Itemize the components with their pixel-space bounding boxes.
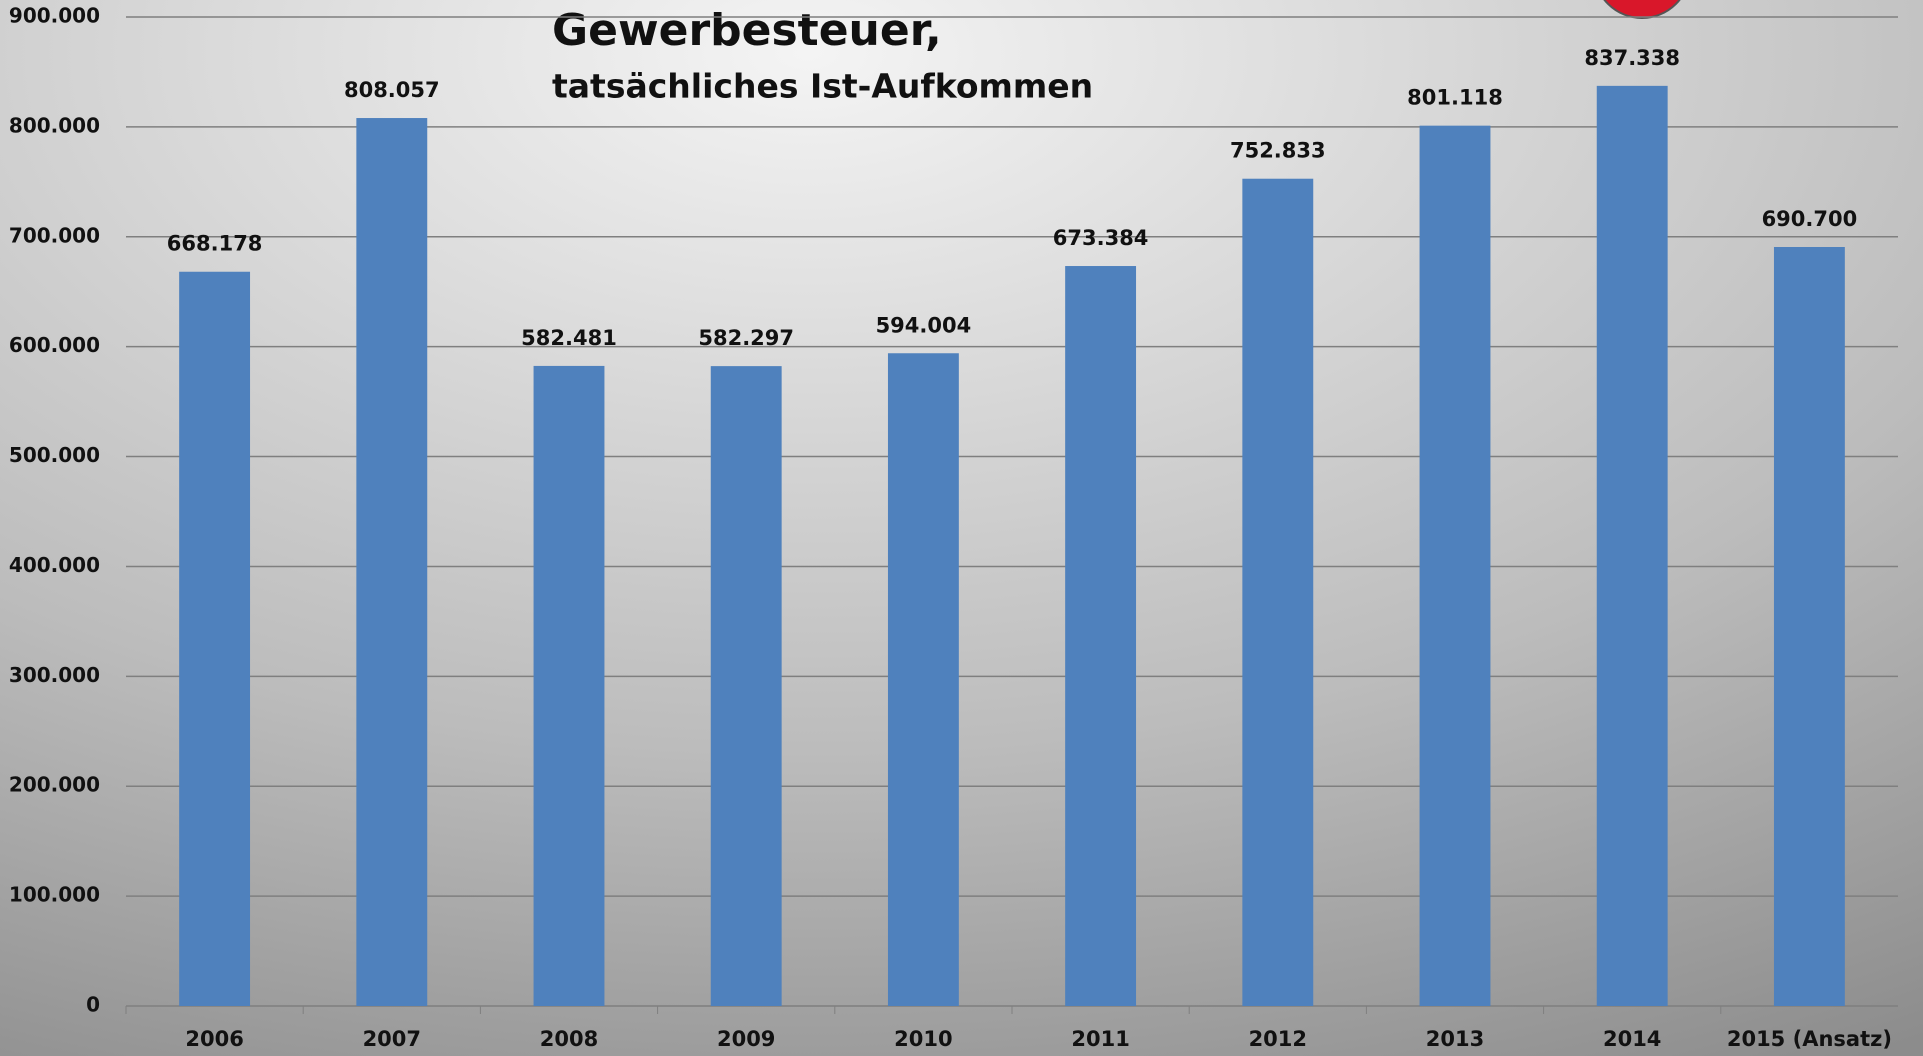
bar (356, 118, 428, 1006)
bar (533, 365, 605, 1006)
x-tick-label: 2009 (717, 1027, 775, 1051)
x-tick-label: 2006 (185, 1027, 243, 1051)
value-label: 752.833 (1230, 139, 1326, 163)
bar (1773, 246, 1845, 1007)
x-tick-label: 2015 (Ansatz) (1727, 1027, 1892, 1051)
value-label: 690.700 (1762, 207, 1858, 231)
y-tick-label: 500.000 (9, 443, 100, 467)
value-label: 668.178 (167, 232, 263, 256)
bar (1065, 266, 1137, 1006)
x-tick-label: 2007 (363, 1027, 421, 1051)
x-tick-label: 2008 (540, 1027, 598, 1051)
y-tick-label: 800.000 (9, 113, 100, 137)
chart-subtitle: tatsächliches Ist-Aufkommen (552, 67, 1093, 106)
y-tick-label: 0 (86, 993, 100, 1017)
bar (179, 271, 251, 1007)
x-tick-label: 2010 (894, 1027, 952, 1051)
y-tick-label: 700.000 (9, 223, 100, 247)
value-label: 594.004 (876, 313, 972, 337)
bar (710, 366, 782, 1006)
value-label: 837.338 (1584, 46, 1680, 70)
x-tick-label: 2013 (1426, 1027, 1484, 1051)
bar (887, 353, 959, 1006)
y-tick-label: 200.000 (9, 773, 100, 797)
logo (1603, 0, 1681, 19)
value-label: 582.297 (698, 326, 794, 350)
y-tick-label: 600.000 (9, 333, 100, 357)
y-tick-label: 400.000 (9, 553, 100, 577)
x-tick-label: 2011 (1071, 1027, 1129, 1051)
y-tick-label: 100.000 (9, 883, 100, 907)
bar (1242, 178, 1314, 1006)
chart-title: Gewerbesteuer, (552, 5, 942, 56)
value-label: 673.384 (1053, 226, 1149, 250)
y-tick-label: 900.000 (9, 4, 100, 28)
value-label: 808.057 (344, 78, 440, 102)
bar (1419, 125, 1491, 1006)
value-label: 801.118 (1407, 86, 1503, 110)
x-tick-label: 2012 (1249, 1027, 1307, 1051)
y-tick-label: 300.000 (9, 663, 100, 687)
bar (1596, 85, 1668, 1006)
value-label: 582.481 (521, 326, 617, 350)
x-tick-label: 2014 (1603, 1027, 1661, 1051)
